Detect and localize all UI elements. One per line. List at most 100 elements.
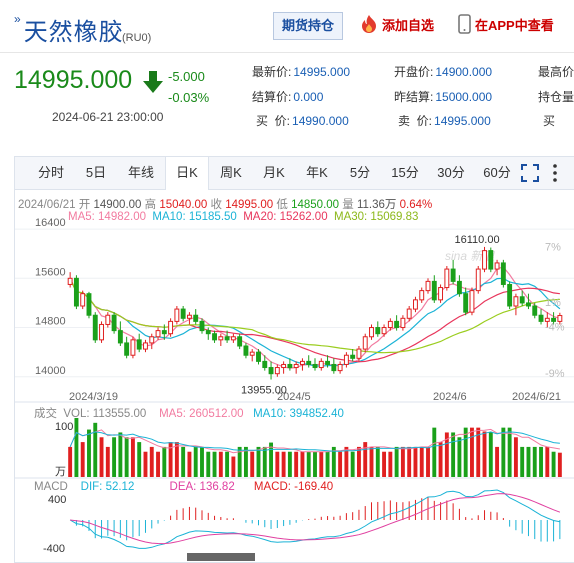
- candle-body: [500, 262, 506, 285]
- candle-body: [532, 305, 538, 316]
- volume-bar: [338, 451, 343, 477]
- volume-bar: [105, 446, 110, 477]
- tab-60min[interactable]: 60分: [483, 165, 511, 180]
- candle-body: [287, 363, 293, 369]
- candle-body: [111, 314, 117, 332]
- volume-bar: [294, 451, 299, 477]
- volume-bar: [99, 437, 104, 477]
- candle-body: [406, 308, 412, 319]
- tab-weekly-k[interactable]: 周K: [220, 165, 242, 180]
- tab-30min[interactable]: 30分: [437, 165, 465, 180]
- volume-bar: [193, 446, 198, 477]
- candle-body: [256, 351, 261, 362]
- volume-bar: [394, 446, 399, 477]
- volume-bar: [212, 451, 217, 477]
- date-tick-label: 2024/5: [277, 391, 311, 403]
- field-prev-settlement: 昨结算: 15000.000: [394, 90, 493, 104]
- double-chevron-icon: »: [14, 12, 22, 26]
- tab-year-line[interactable]: 年线: [127, 165, 154, 180]
- candle-body: [387, 320, 393, 329]
- candle-body: [237, 336, 243, 347]
- tab-5day[interactable]: 5日: [85, 165, 107, 180]
- volume-bar: [174, 442, 179, 477]
- candle-body: [73, 277, 79, 307]
- volume-bar: [281, 451, 286, 477]
- contract-code: (RU0): [122, 32, 152, 44]
- volume-bar: [545, 446, 550, 477]
- volume-bar: [350, 451, 355, 477]
- volume-bar: [526, 446, 531, 477]
- candle-body: [224, 336, 230, 341]
- volume-bar: [250, 451, 255, 477]
- candle-body: [186, 314, 192, 319]
- volume-bar: [200, 446, 204, 477]
- macd-line: [69, 489, 561, 549]
- tab-5min[interactable]: 5分: [349, 165, 371, 180]
- candle-body: [475, 268, 481, 292]
- chart-gridlines: [15, 228, 574, 479]
- field-bid: 买 价: 14990.000: [256, 114, 349, 128]
- candle-body: [325, 360, 331, 365]
- futures-holdings-button[interactable]: 期货持仓: [273, 12, 343, 40]
- tab-15min[interactable]: 15分: [391, 165, 419, 180]
- volume-bar: [482, 431, 487, 477]
- volume-bar: [363, 442, 368, 477]
- volume-bar: [426, 446, 430, 477]
- ohlc-info: 2024/06/21 开 14900.00 高 15040.00 收 14995…: [18, 199, 433, 211]
- add-watchlist-button[interactable]: 添加自选: [360, 12, 434, 40]
- candle-body: [274, 367, 280, 375]
- candle-body: [375, 327, 381, 335]
- candle-body: [557, 315, 563, 322]
- tab-monthly-k[interactable]: 月K: [263, 165, 285, 180]
- chart-scrollbar-thumb[interactable]: [187, 553, 255, 561]
- fullscreen-icon[interactable]: [521, 164, 539, 182]
- candle-body: [117, 330, 123, 344]
- volume-bar: [93, 422, 98, 477]
- volume-bar: [331, 446, 336, 477]
- volume-bar: [551, 451, 556, 477]
- candle-body: [513, 296, 519, 307]
- volume-axis-label: 万: [55, 466, 66, 478]
- candle-body: [413, 299, 418, 310]
- volume-bar: [306, 451, 311, 477]
- candles: [67, 246, 563, 380]
- tab-yearly-k[interactable]: 年K: [306, 165, 328, 180]
- volume-bar: [206, 451, 211, 477]
- volume-bar: [507, 427, 512, 477]
- field-ask: 卖 价: 14995.000: [398, 114, 491, 128]
- open-in-app-button[interactable]: 在APP中查看: [458, 12, 554, 40]
- volume-bar: [243, 446, 248, 477]
- candle-body: [425, 280, 431, 292]
- candle-body: [381, 327, 387, 335]
- candle-body: [538, 314, 544, 322]
- candle-body: [80, 293, 86, 307]
- candle-body: [369, 327, 374, 338]
- more-options-icon[interactable]: [551, 163, 559, 183]
- candle-body: [343, 354, 349, 365]
- volume-bar: [237, 446, 242, 477]
- candle-body: [130, 339, 136, 356]
- tab-intraday[interactable]: 分时: [37, 165, 64, 180]
- volume-bar: [325, 451, 330, 477]
- down-arrow-icon: [143, 71, 163, 93]
- candle-body: [419, 290, 425, 301]
- candle-body: [155, 330, 161, 338]
- macd-legend: MACD DIF: 52.12 DEA: 136.82 MACD: -169.4…: [34, 481, 334, 493]
- tab-daily-k[interactable]: 日K: [165, 157, 209, 190]
- volume-bar: [149, 446, 154, 477]
- candle-body: [143, 342, 148, 350]
- volume-bar: [87, 429, 91, 477]
- volume-bar: [495, 446, 500, 477]
- candle-body: [212, 333, 217, 341]
- candle-body: [488, 250, 494, 270]
- volume-ma10-line: [69, 431, 560, 452]
- percent-tick-label: -4%: [545, 322, 565, 334]
- candle-body: [149, 336, 155, 344]
- page-title: »天然橡胶: [14, 12, 124, 47]
- candle-body: [438, 287, 444, 301]
- candlestick-chart[interactable]: sina 新浪 16400 15600 14800 14000 7% 1% -4% -9% 20…: [15, 190, 574, 561]
- price-tick-label: 14000: [35, 365, 66, 377]
- volume-bar: [168, 442, 173, 477]
- volume-bar: [451, 432, 456, 477]
- volume-bar: [313, 451, 317, 477]
